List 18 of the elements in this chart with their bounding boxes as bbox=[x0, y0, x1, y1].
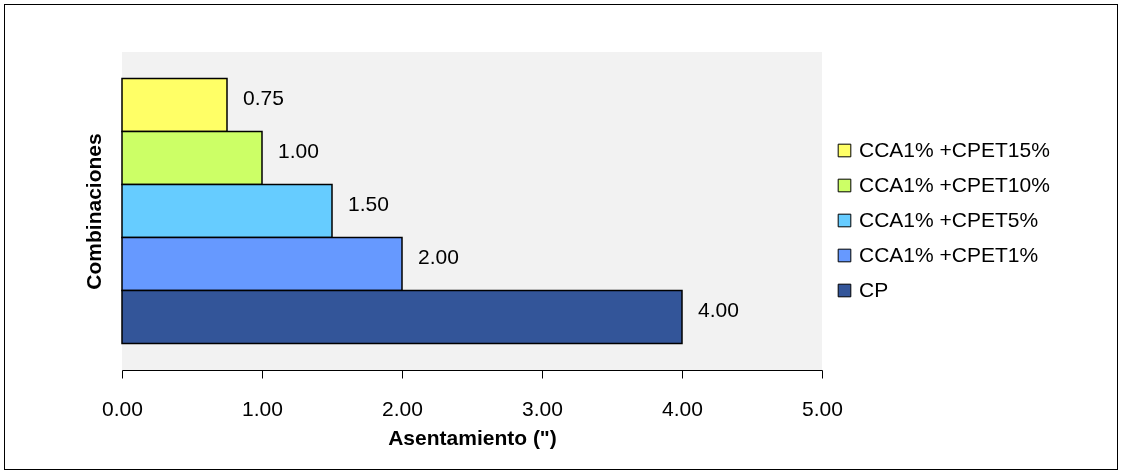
legend-label: CCA1% +CPET5% bbox=[859, 207, 1039, 231]
x-tick-label: 4.00 bbox=[662, 396, 703, 420]
data-label: 1.50 bbox=[348, 192, 389, 215]
x-tick-label: 2.00 bbox=[382, 396, 423, 420]
x-tick-label: 5.00 bbox=[802, 396, 843, 420]
data-label: 0.75 bbox=[243, 86, 284, 109]
y-axis-title: Combinaciones bbox=[81, 133, 105, 290]
x-tick-label: 3.00 bbox=[522, 396, 563, 420]
legend-label: CCA1% +CPET10% bbox=[859, 172, 1050, 196]
data-label: 2.00 bbox=[418, 245, 459, 268]
legend-label: CCA1% +CPET1% bbox=[859, 242, 1039, 266]
x-axis-title: Asentamiento (") bbox=[388, 425, 557, 449]
x-tick-label: 0.00 bbox=[102, 396, 143, 420]
data-label: 1.00 bbox=[278, 139, 319, 162]
legend-label: CP bbox=[859, 277, 889, 301]
x-tick-label: 1.00 bbox=[242, 396, 283, 420]
legend-label: CCA1% +CPET15% bbox=[859, 137, 1050, 161]
data-label: 4.00 bbox=[698, 298, 739, 321]
